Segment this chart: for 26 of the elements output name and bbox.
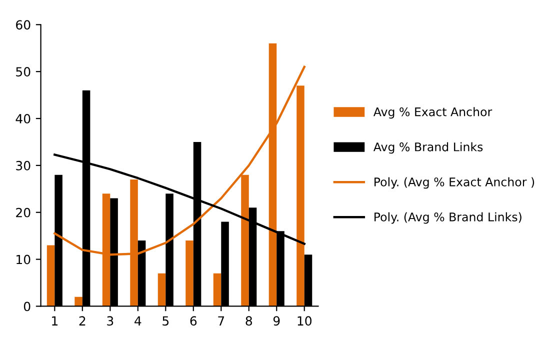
y-tick-label: 40 [16, 114, 30, 124]
x-tick-label: 3 [107, 316, 114, 326]
x-tick-label: 7 [218, 316, 224, 326]
x-tick-label: 2 [79, 316, 86, 326]
x-tick-label: 8 [246, 316, 252, 326]
y-tick-label: 20 [16, 208, 30, 218]
x-tick-label: 5 [162, 316, 169, 326]
legend-label: Poly. (Avg % Brand Links) [374, 212, 522, 224]
x-tick-label: 10 [298, 316, 312, 326]
y-tick-label: 60 [16, 20, 30, 30]
x-tick-label: 6 [190, 316, 197, 326]
bar [213, 273, 222, 306]
x-tick-label: 1 [52, 316, 58, 326]
y-tick-label: 30 [16, 160, 30, 170]
bar [186, 240, 194, 306]
y-tick-label: 50 [16, 67, 30, 76]
legend-label: Poly. (Avg % Exact Anchor ) [374, 177, 534, 189]
legend-label: Avg % Brand Links [373, 142, 483, 154]
y-tick-label: 0 [24, 302, 30, 312]
x-tick-label: 4 [134, 316, 142, 326]
y-tick-label: 10 [16, 254, 30, 264]
bar [46, 245, 55, 306]
bar [74, 296, 82, 306]
legend-label: Avg % Exact Anchor [373, 107, 492, 119]
bar [158, 273, 166, 306]
x-tick-label: 9 [273, 316, 280, 326]
